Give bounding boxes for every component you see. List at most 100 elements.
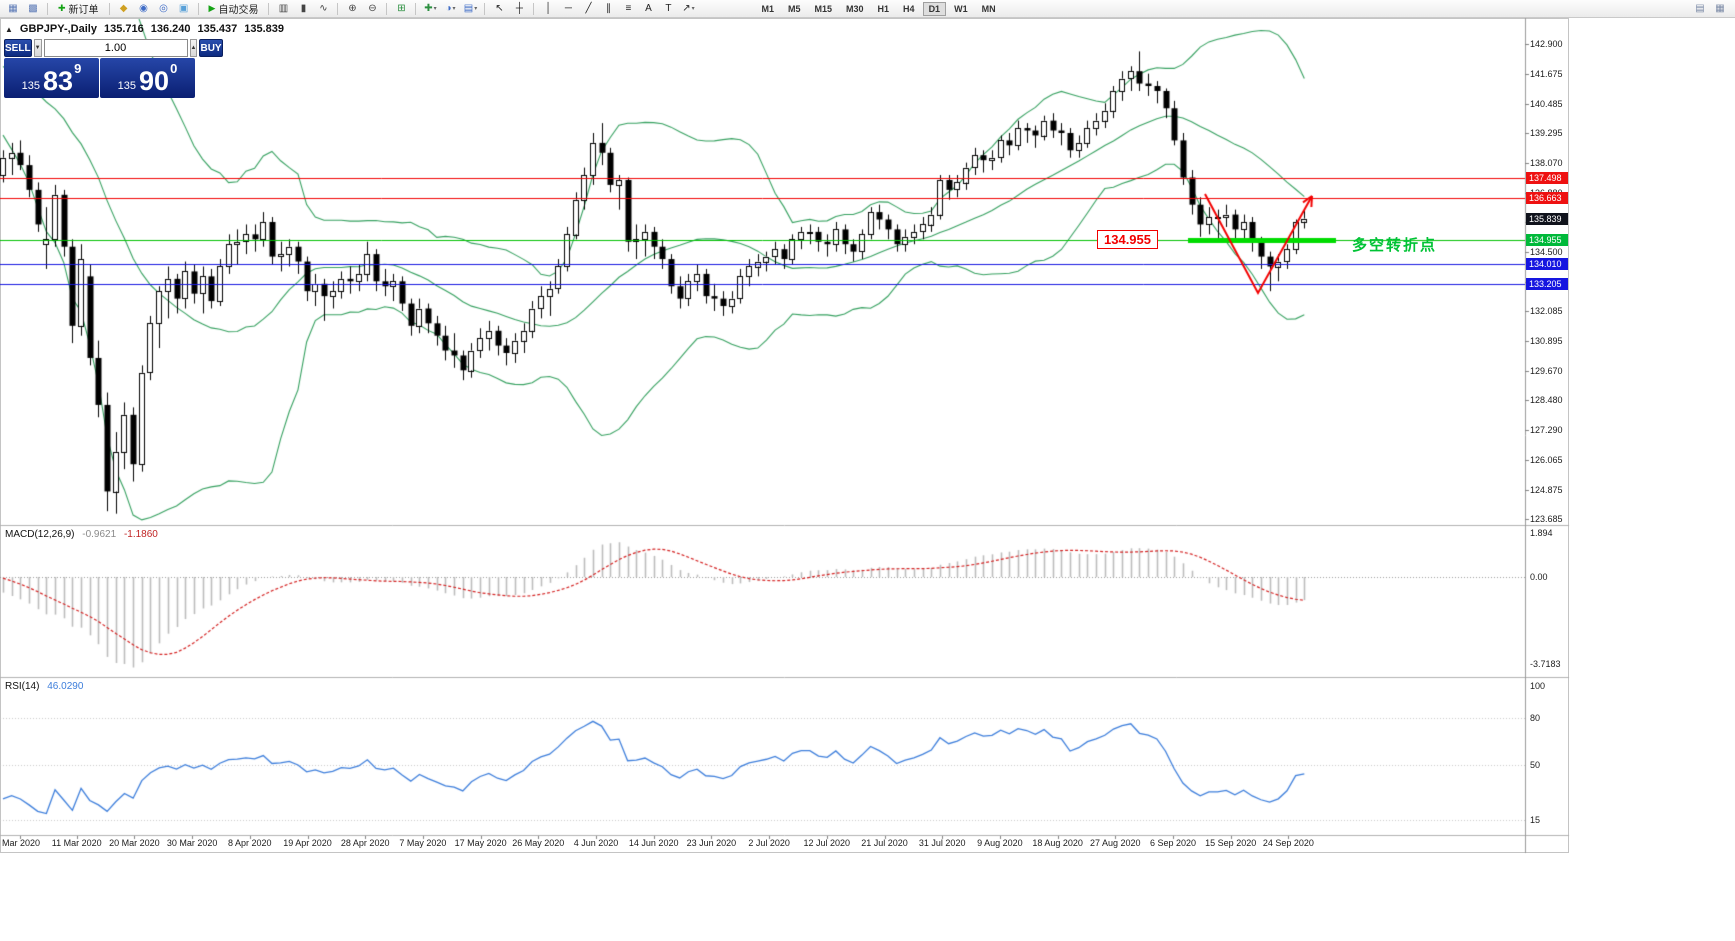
label-icon[interactable]: T (659, 1, 677, 16)
cursor-icon[interactable]: ↖ (490, 1, 508, 16)
trendline-icon[interactable]: ╱ (579, 1, 597, 16)
pivot-note-text[interactable]: 多空转折点 (1352, 237, 1438, 254)
timeframe-m1[interactable]: M1 (761, 3, 774, 14)
cursor-icon: ↖ (495, 2, 504, 14)
sell-price-display[interactable]: 135 83 9 (4, 58, 99, 98)
line-chart-icon: ∿ (319, 2, 328, 14)
timeframe-mn[interactable]: MN (981, 3, 996, 14)
autotrading-button-label: 自动交易 (218, 5, 259, 16)
bar-chart-icon[interactable]: ▥ (274, 1, 292, 16)
indicators-icon[interactable]: ✚ ▾ (421, 1, 439, 16)
profiles-icon[interactable]: ▩ (24, 1, 42, 16)
toolbar-separator (337, 2, 339, 15)
period-icon[interactable]: ◑ ▾ (441, 1, 459, 16)
toolbar-separator (268, 2, 270, 15)
toolbar-separator (484, 2, 486, 15)
buy-button[interactable]: BUY (199, 39, 223, 57)
timeframe-h4[interactable]: H4 (903, 3, 915, 14)
templates-icon[interactable]: ▤ ▾ (461, 1, 479, 16)
candlesticks-icon[interactable]: ▮ (294, 1, 312, 16)
period-icon: ◑ (445, 2, 452, 14)
new-chart-icon: ▦ (8, 2, 18, 14)
sell-price-big: 83 (43, 66, 74, 96)
templates-icon: ▤ (463, 2, 474, 14)
zoom-in-icon: ⊕ (348, 2, 357, 14)
channel-icon: ∥ (605, 2, 611, 14)
fibonacci-icon[interactable]: ≡ (619, 1, 637, 16)
buy-price-sup: 0 (170, 61, 178, 76)
trendline-icon: ╱ (585, 2, 592, 14)
new-chart-icon[interactable]: ▦ (4, 1, 22, 16)
toolbar-separator (47, 2, 48, 15)
buy-price-display[interactable]: 135 90 0 (100, 58, 195, 98)
news-icon[interactable]: ▤ (1695, 2, 1705, 14)
zoom-out-icon: ⊖ (368, 2, 377, 14)
chevron-down-icon: ▾ (452, 5, 456, 12)
main-toolbar: ▦ ▩ ✚ 新订单 ◆ ◉ ◎ ▣ ▶ 自动交易 ▥ ▮ ∿ ⊕ ⊖ ⊞ ✚ ▾ ◑ ▾ ▤ ▾ ↖ ┼ │ ─ ╱ ∥ ≡ A T ↗ ▾ M… (0, 0, 1735, 18)
calendar-icon[interactable]: ▦ (1715, 2, 1725, 14)
autotrading-button-icon: ▶ (208, 3, 216, 13)
zoom-out-icon[interactable]: ⊖ (363, 1, 381, 16)
timeframe-h1[interactable]: H1 (877, 3, 890, 14)
zoom-in-icon[interactable]: ⊕ (343, 1, 361, 16)
tile-windows-icon[interactable]: ⊞ (392, 1, 410, 16)
fibonacci-icon: ≡ (625, 2, 632, 14)
crosshair-icon: ┼ (515, 2, 524, 14)
arrow-icon: ↗ (682, 2, 691, 14)
indicators-icon: ✚ (424, 2, 433, 14)
terminal-icon: ▣ (178, 2, 189, 14)
market-watch-icon: ◉ (139, 2, 148, 14)
volume-input[interactable] (43, 39, 188, 57)
timeframe-toolbar: M1 M5 M15 M30 H1 H4 D1 W1 MN (754, 1, 1002, 16)
timeframe-m30[interactable]: M30 (846, 3, 864, 14)
new-order-button[interactable]: ✚ 新订单 (53, 1, 104, 16)
sell-price-sup: 9 (74, 61, 82, 76)
timeframe-w1[interactable]: W1 (954, 3, 968, 14)
vertical-line-icon: │ (545, 2, 552, 14)
one-click-trading-panel: SELL ▼ ▲ BUY 135 83 9 135 90 0 (4, 39, 223, 98)
market-watch-icon[interactable]: ◉ (135, 1, 153, 16)
label-icon: T (665, 2, 672, 14)
new-order-button-icon: ✚ (58, 3, 66, 13)
toolbar-separator (386, 2, 388, 15)
pivot-price-label[interactable]: 134.955 (1097, 230, 1158, 249)
buy-price-big: 90 (139, 66, 170, 96)
text-icon: A (645, 2, 652, 14)
chevron-down-icon: ▾ (691, 5, 695, 12)
timeframe-m5[interactable]: M5 (787, 3, 801, 14)
metaeditor-icon: ◆ (119, 2, 128, 14)
text-icon[interactable]: A (639, 1, 657, 16)
arrow-icon[interactable]: ↗ ▾ (679, 1, 697, 16)
toolbar-right-group: ▤ ▦ (1690, 1, 1732, 16)
timeframe-d1[interactable]: D1 (922, 1, 947, 16)
navigator-icon[interactable]: ◎ (155, 1, 173, 16)
chevron-down-icon: ▾ (433, 5, 437, 12)
toolbar-separator (108, 2, 110, 15)
toolbar-separator (197, 2, 199, 15)
chevron-down-icon: ▾ (474, 5, 478, 12)
profiles-icon: ▩ (28, 2, 38, 14)
metaeditor-icon[interactable]: ◆ (115, 1, 133, 16)
vertical-line-icon[interactable]: │ (539, 1, 557, 16)
toolbar-separator (533, 2, 535, 15)
channel-icon[interactable]: ∥ (599, 1, 617, 16)
new-order-button-label: 新订单 (68, 5, 99, 16)
volume-decrease-button[interactable]: ▼ (33, 39, 42, 57)
toolbar-separator (415, 2, 417, 15)
terminal-icon[interactable]: ▣ (175, 1, 193, 16)
autotrading-button[interactable]: ▶ 自动交易 (204, 1, 264, 16)
crosshair-icon[interactable]: ┼ (510, 1, 528, 16)
line-chart-icon[interactable]: ∿ (314, 1, 332, 16)
horizontal-line-icon[interactable]: ─ (559, 1, 577, 16)
toolbar-icon-group: ▦ ▩ ✚ 新订单 ◆ ◉ ◎ ▣ ▶ 自动交易 ▥ ▮ ∿ ⊕ ⊖ ⊞ ✚ ▾ ◑ ▾ ▤ ▾ ↖ ┼ │ ─ ╱ ∥ ≡ A T ↗ ▾ (3, 0, 698, 17)
sell-button[interactable]: SELL (4, 39, 32, 57)
volume-increase-button[interactable]: ▲ (189, 39, 198, 57)
sell-price-prefix: 135 (21, 80, 41, 92)
tile-windows-icon: ⊞ (397, 2, 406, 14)
timeframe-m15[interactable]: M15 (814, 3, 833, 14)
navigator-icon: ◎ (159, 2, 168, 14)
bar-chart-icon: ▥ (278, 2, 289, 14)
horizontal-line-icon: ─ (564, 2, 573, 14)
